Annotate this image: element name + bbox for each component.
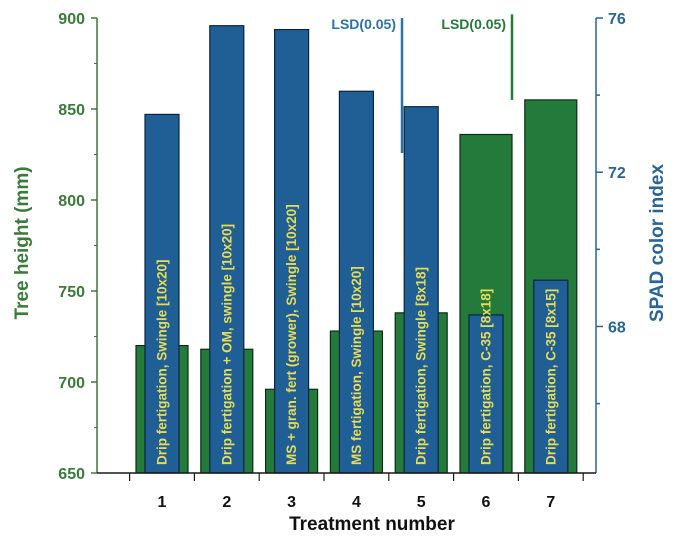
lsd-label: LSD(0.05)	[331, 16, 396, 32]
spad-bar	[533, 279, 569, 474]
x-tick-label: 7	[546, 494, 555, 511]
y-left-tick-label: 800	[58, 193, 85, 210]
x-tick-label: 1	[158, 494, 167, 511]
treatment-bar-label: MS fertigation, Swingle [10x20]	[349, 266, 364, 465]
spad-bar	[209, 25, 245, 474]
treatment-bar-label: Drip fertigation + OM, swingle [10x20]	[219, 224, 234, 465]
treatment-bar-label: Drip fertigation, Swingle [8x18]	[414, 267, 429, 465]
x-tick-label: 4	[352, 494, 361, 511]
spad-bar	[338, 90, 374, 474]
y-left-tick-label: 850	[58, 102, 85, 119]
treatment-bar-label: MS + gran. fert (grower), Swingle [10x20…	[284, 204, 299, 465]
y-right-tick-label: 72	[608, 165, 626, 182]
y-left-axis-title: Tree height (mm)	[12, 166, 33, 319]
lsd-layer: LSD(0.05) LSD(0.05)	[331, 14, 514, 153]
spad-bar	[144, 113, 180, 474]
x-axis-title: Treatment number	[289, 514, 455, 535]
spad-bar	[274, 28, 310, 474]
lsd-label: LSD(0.05)	[441, 16, 506, 32]
x-tick-label: 5	[417, 494, 426, 511]
spad-bar	[403, 106, 439, 474]
treatment-bar-label: Drip fertigation, Swingle [10x20]	[155, 259, 170, 465]
bars-layer	[135, 25, 578, 474]
axes-layer: 650 700 750 800 850 900 68 72 76 1 2 3 4 5 6 7	[58, 11, 626, 511]
treatment-bar-label: Drip fertigation, C-35 [8x15]	[543, 289, 558, 465]
y-left-tick-label: 900	[58, 11, 85, 28]
spad-bar	[468, 314, 504, 474]
y-left-tick-label: 700	[58, 375, 85, 392]
bar-labels-layer: Drip fertigation, Swingle [10x20] Drip fe…	[155, 204, 559, 465]
y-right-tick-label: 76	[608, 11, 626, 28]
y-right-tick-label: 68	[608, 319, 626, 336]
x-tick-label: 6	[482, 494, 491, 511]
treatment-bar-label: Drip fertigation, C-35 [8x18]	[479, 289, 494, 465]
x-tick-label: 2	[222, 494, 231, 511]
x-tick-label: 3	[287, 494, 296, 511]
y-left-tick-label: 650	[58, 466, 85, 483]
y-left-tick-label: 750	[58, 284, 85, 301]
y-right-axis-title: SPAD color index	[647, 164, 668, 322]
